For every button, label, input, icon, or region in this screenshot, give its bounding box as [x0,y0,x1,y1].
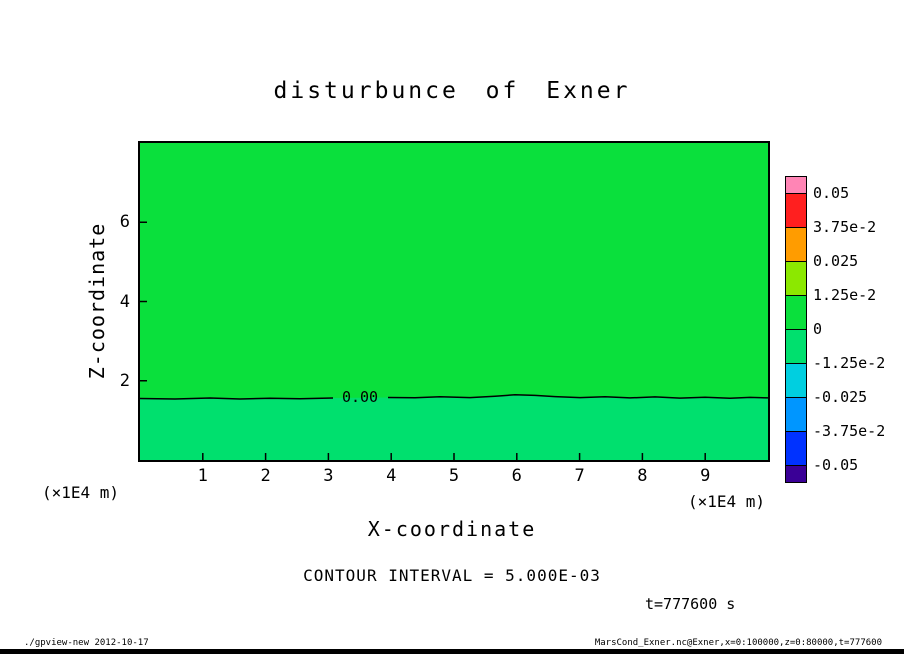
x-tick-label: 9 [700,466,711,486]
x-tick-label: 5 [448,466,460,486]
colorbar-tick-label: 0 [813,320,823,338]
colorbar-tick-label: 0.025 [813,252,859,270]
colorbar-tick-label: 1.25e-2 [813,286,877,304]
colorbar-tick-label: -0.05 [813,456,859,474]
colorbar [785,176,807,483]
x-axis-tick-labels: 1 2 3 4 5 6 7 8 9 [140,466,768,486]
contour-interval-text: CONTOUR INTERVAL = 5.000E-03 [303,566,601,585]
z-axis-ticks [140,221,147,382]
colorbar-segment [786,227,806,261]
colorbar-tick-label: -3.75e-2 [813,422,886,440]
colorbar-tick-label: -1.25e-2 [813,354,886,372]
x-tick-label: 6 [511,466,522,486]
x-tick-label: 2 [260,466,271,486]
zero-contour-line [387,394,768,399]
colorbar-segment [786,261,806,295]
x-axis-title: X-coordinate [367,517,537,541]
y-tick-label: 4 [119,292,130,312]
x-tick-label: 7 [574,466,585,486]
x-tick-label: 1 [197,466,208,486]
footer-file-text: MarsCond_Exner.nc@Exner,x=0:100000,z=0:8… [594,638,882,648]
x-tick-label: 3 [323,466,334,486]
zero-contour-line [140,397,334,400]
negative-region-fill [140,394,768,460]
colorbar-segment [786,363,806,397]
colorbar-segment [786,431,806,465]
x-axis-units: (×1E4 m) [688,492,766,511]
colorbar-segment [786,397,806,431]
time-label: t=777600 s [645,595,736,613]
colorbar-segment [786,295,806,329]
colorbar-segment [786,177,806,193]
colorbar-segment [786,329,806,363]
bottom-edge-bar [0,649,904,654]
contour-label: 0.00 [342,388,378,406]
y-tick-label: 2 [119,371,130,391]
contour-plot-svg: 0.00 [140,221,768,460]
colorbar-tick-label: -0.025 [813,388,868,406]
colorbar-tick-label: 3.75e-2 [813,218,877,236]
colorbar-segment [786,193,806,227]
x-tick-label: 8 [637,466,648,486]
x-axis-ticks [202,453,706,460]
y-axis-units: (×1E4 m) [42,483,120,502]
chart-title: disturbunce of Exner [273,78,631,104]
colorbar-tick-label: 0.05 [813,184,850,202]
footer-command-text: ./gpview-new 2012-10-17 [24,638,149,648]
plot-area: 0.00 [138,141,770,462]
x-tick-label: 4 [386,466,397,486]
y-tick-label: 6 [119,212,130,232]
colorbar-segment [786,465,806,482]
